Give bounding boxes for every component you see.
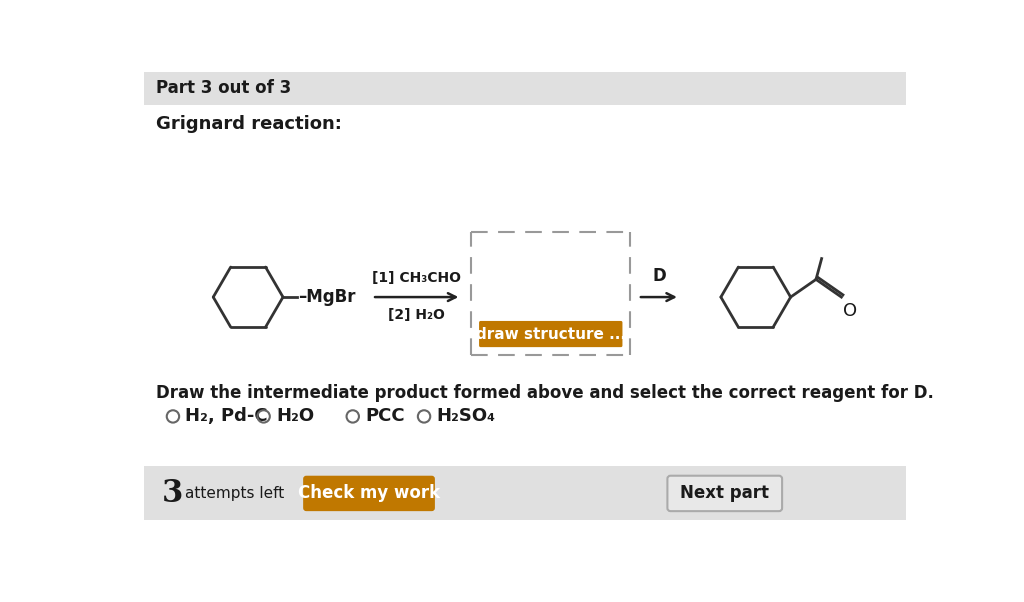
Text: Check my work: Check my work	[298, 485, 440, 503]
Text: H₂O: H₂O	[276, 408, 314, 426]
Text: H₂SO₄: H₂SO₄	[436, 408, 496, 426]
Text: –MgBr: –MgBr	[299, 288, 356, 306]
Text: Part 3 out of 3: Part 3 out of 3	[156, 79, 291, 98]
Text: [1] CH₃CHO: [1] CH₃CHO	[372, 271, 461, 285]
Text: D: D	[652, 267, 666, 285]
Text: [2] H₂O: [2] H₂O	[388, 308, 445, 322]
Text: PCC: PCC	[366, 408, 404, 426]
Text: O: O	[843, 302, 857, 320]
FancyBboxPatch shape	[303, 476, 435, 511]
Text: Grignard reaction:: Grignard reaction:	[156, 115, 342, 133]
FancyBboxPatch shape	[668, 476, 782, 511]
FancyBboxPatch shape	[143, 467, 906, 520]
FancyBboxPatch shape	[143, 72, 906, 105]
Text: draw structure ...: draw structure ...	[476, 326, 626, 341]
Text: 3: 3	[162, 478, 183, 509]
Text: H₂, Pd-C: H₂, Pd-C	[185, 408, 268, 426]
Text: attempts left: attempts left	[185, 486, 285, 501]
Text: Next part: Next part	[680, 485, 769, 503]
Text: Draw the intermediate product formed above and select the correct reagent for D.: Draw the intermediate product formed abo…	[156, 384, 934, 402]
FancyBboxPatch shape	[479, 321, 623, 347]
